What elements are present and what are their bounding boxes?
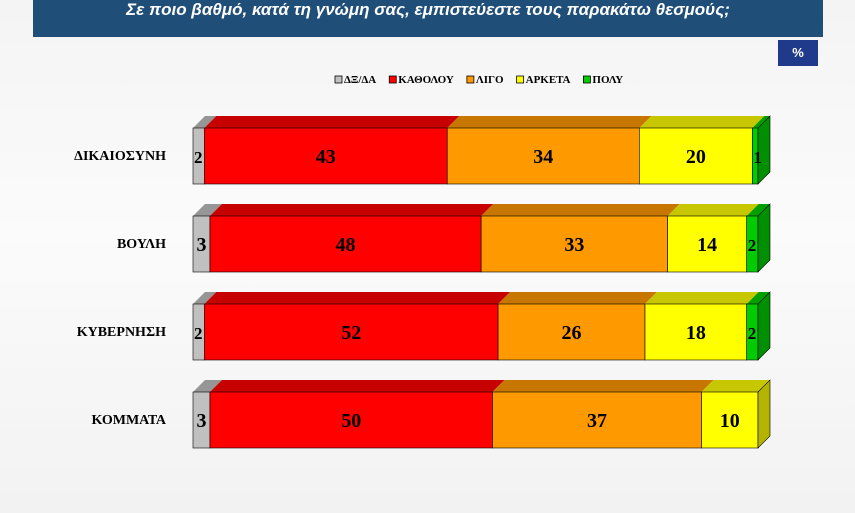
category-label-3: ΚΟΜΜΑΤΑ (92, 413, 167, 428)
data-label-1-3: 14 (697, 234, 717, 256)
bar-side-0 (757, 115, 771, 185)
bar-top-1-1 (209, 204, 494, 216)
bar-side-3 (757, 379, 771, 449)
data-label-0-0: 2 (194, 148, 203, 167)
bar-segment-0-1 (204, 127, 448, 185)
bar-top-0-3 (639, 116, 765, 128)
data-label-1-4: 2 (748, 236, 757, 255)
bar-top-0-0 (193, 116, 217, 128)
data-label-3-0: 3 (196, 410, 206, 432)
bar-top-1-4 (746, 204, 770, 216)
bar-top-1-3 (667, 204, 759, 216)
bar-top-2-4 (746, 292, 770, 304)
unit-badge: % (778, 40, 818, 66)
legend-swatch-3 (516, 75, 525, 84)
data-label-1-1: 48 (336, 234, 356, 256)
data-label-2-4: 2 (748, 324, 757, 343)
data-label-2-2: 26 (562, 322, 582, 344)
legend-swatch-0 (334, 75, 343, 84)
data-label-2-1: 52 (341, 322, 361, 344)
category-label-2: ΚΥΒΕΡΝΗΣΗ (77, 325, 166, 340)
legend-label-0: ΔΞ/ΔΑ (344, 74, 376, 86)
bar-side-1 (757, 203, 771, 273)
bar-side-2 (757, 291, 771, 361)
data-label-0-4: 1 (753, 148, 762, 167)
bar-top-1-0 (193, 204, 222, 216)
data-label-0-2: 34 (533, 146, 553, 168)
bar-top-3-1 (209, 380, 505, 392)
bar-segment-2-1 (204, 303, 499, 361)
bar-top-0-4 (752, 116, 770, 128)
category-labels: ΔΙΚΑΙΟΣΥΝΗ ΒΟΥΛΗ ΚΥΒΕΡΝΗΣΗ ΚΟΜΜΑΤΑ (74, 149, 167, 428)
legend-swatch-2 (466, 75, 475, 84)
bar-segment-1-1 (209, 215, 482, 273)
legend-swatch-4 (583, 75, 591, 84)
bar-top-2-3 (645, 292, 759, 304)
category-label-1: ΒΟΥΛΗ (117, 237, 166, 252)
legend-swatch-1 (388, 75, 397, 84)
category-label-0: ΔΙΚΑΙΟΣΥΝΗ (74, 149, 166, 164)
bar-top-2-1 (204, 292, 511, 304)
bar-top-2-0 (193, 292, 217, 304)
legend-label-3: ΑΡΚΕΤΑ (526, 74, 571, 86)
bar-top-0-1 (204, 116, 460, 128)
legend-label-4: ΠΟΛΥ (592, 74, 623, 86)
data-label-0-1: 43 (316, 146, 336, 168)
bar-top-3-2 (492, 380, 714, 392)
bar-top-1-2 (481, 204, 680, 216)
bar-segment-3-3 (701, 391, 759, 449)
bar-segment-1-3 (667, 215, 747, 273)
bars: 2 43 34 20 1 3 48 33 14 2 2 52 26 18 2 3 50 37 10 (192, 115, 771, 449)
bar-segment-0-2 (446, 127, 640, 185)
bar-segment-3-2 (492, 391, 702, 449)
bar-segment-2-2 (497, 303, 646, 361)
data-label-3-3: 10 (720, 410, 740, 432)
bar-segment-2-3 (644, 303, 747, 361)
bar-top-3-0 (193, 380, 222, 392)
data-label-3-1: 50 (341, 410, 361, 432)
legend-label-2: ΛΙΓΟ (476, 74, 504, 86)
chart-title: Σε ποιο βαθμό, κατά τη γνώμη σας, εμπιστ… (126, 0, 730, 19)
bar-top-3-3 (701, 380, 770, 392)
data-label-2-0: 2 (194, 324, 203, 343)
data-label-3-2: 37 (587, 410, 607, 432)
data-label-1-2: 33 (564, 234, 584, 256)
legend-label-1: ΚΑΘΟΛΟΥ (398, 74, 454, 86)
chart-title-banner: Σε ποιο βαθμό, κατά τη γνώμη σας, εμπιστ… (33, 0, 823, 37)
bar-segment-1-2 (480, 215, 668, 273)
bar-top-0-2 (447, 116, 652, 128)
bar-top-2-2 (498, 292, 657, 304)
data-label-1-0: 3 (196, 234, 206, 256)
data-label-2-3: 18 (686, 322, 706, 344)
legend: ΔΞ/ΔΑ ΚΑΘΟΛΟΥ ΛΙΓΟ ΑΡΚΕΤΑ ΠΟΛΥ (334, 74, 623, 86)
data-label-0-3: 20 (686, 146, 706, 168)
